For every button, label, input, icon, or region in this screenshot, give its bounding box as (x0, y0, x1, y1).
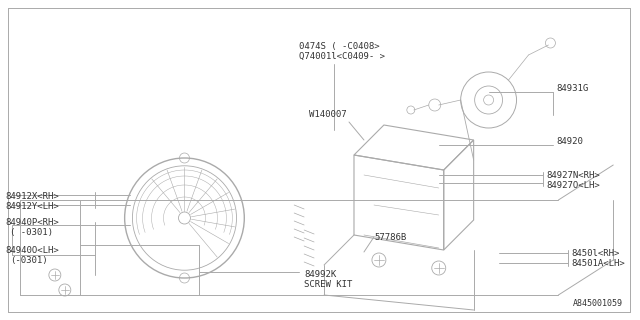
Text: Q74001l<C0409- >: Q74001l<C0409- > (299, 52, 385, 61)
Text: W140007: W140007 (309, 110, 347, 119)
Text: ( -0301): ( -0301) (10, 228, 53, 237)
Text: 84927O<LH>: 84927O<LH> (547, 181, 600, 190)
Text: 8450l<RH>: 8450l<RH> (572, 249, 620, 258)
Text: 0474S ( -C0408>: 0474S ( -C0408> (299, 42, 380, 51)
Text: 84912X<RH>: 84912X<RH> (5, 192, 59, 201)
Text: (-0301): (-0301) (10, 256, 47, 265)
Text: 84912Y<LH>: 84912Y<LH> (5, 202, 59, 211)
Text: 84920: 84920 (556, 137, 583, 146)
Text: A845001059: A845001059 (573, 299, 623, 308)
Text: 84501A<LH>: 84501A<LH> (572, 259, 625, 268)
Text: 84940O<LH>: 84940O<LH> (5, 246, 59, 255)
Text: 84931G: 84931G (556, 84, 589, 92)
Text: 57786B: 57786B (374, 233, 406, 242)
Text: 84927N<RH>: 84927N<RH> (547, 171, 600, 180)
Text: 84992K: 84992K (304, 270, 337, 279)
Text: 84940P<RH>: 84940P<RH> (5, 218, 59, 227)
Text: SCREW KIT: SCREW KIT (304, 280, 353, 289)
